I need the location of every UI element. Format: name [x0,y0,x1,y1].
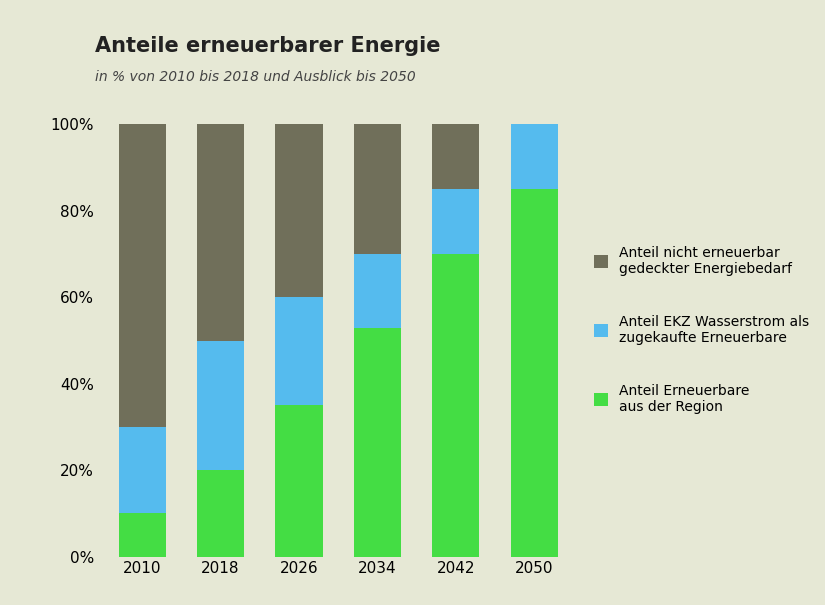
Bar [276,125,323,297]
Bar [432,125,479,189]
Bar [354,327,401,557]
Bar [354,125,401,254]
Bar [276,297,323,405]
Bar [197,341,244,470]
Bar [119,514,166,557]
Text: in % von 2010 bis 2018 und Ausblick bis 2050: in % von 2010 bis 2018 und Ausblick bis … [95,70,416,83]
Bar [197,125,244,341]
Text: Anteile erneuerbarer Energie: Anteile erneuerbarer Energie [95,36,441,56]
Bar [432,254,479,557]
Bar [432,189,479,254]
Bar [119,125,166,427]
Bar [119,427,166,514]
Bar [511,189,558,557]
Bar [276,405,323,557]
Bar [197,470,244,557]
Bar [511,125,558,189]
Legend: Anteil nicht erneuerbar
gedeckter Energiebedarf, Anteil EKZ Wasserstrom als
zuge: Anteil nicht erneuerbar gedeckter Energi… [594,246,809,414]
Bar [354,254,401,327]
